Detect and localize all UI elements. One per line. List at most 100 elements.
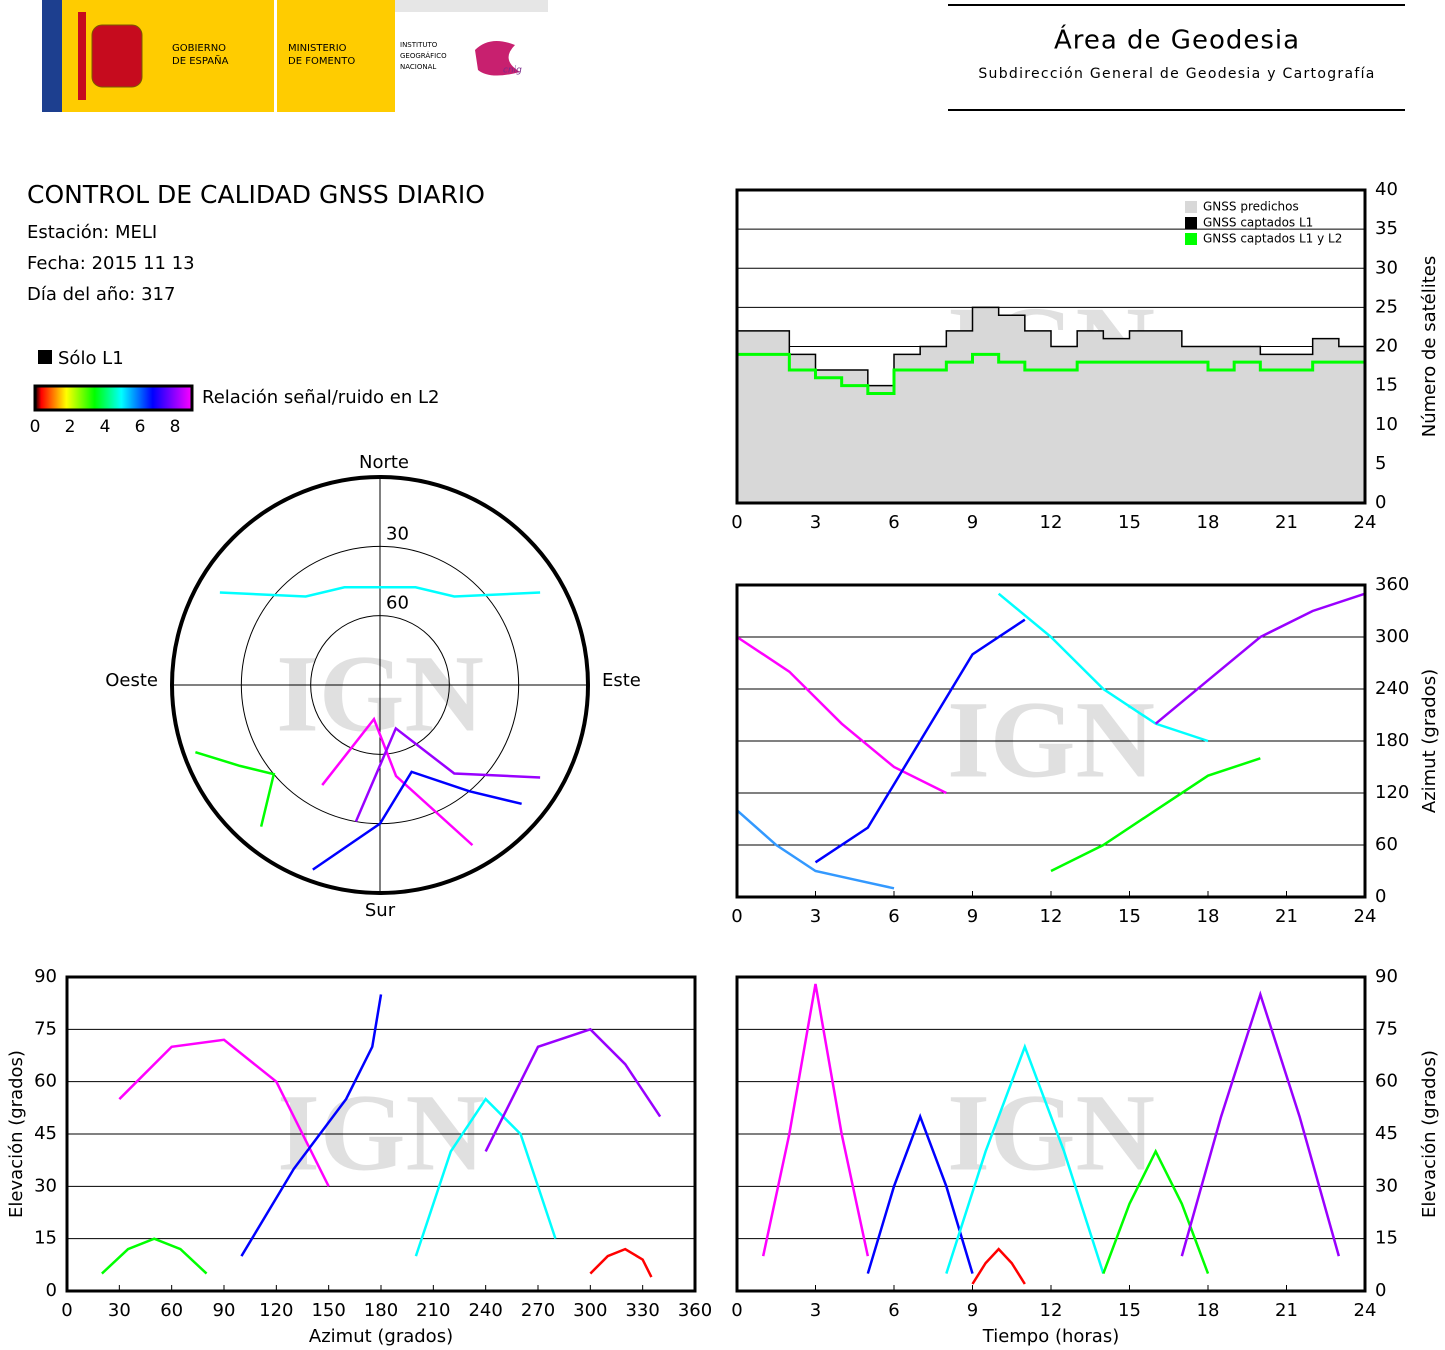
x-tick-label: 24 (1354, 512, 1377, 533)
y-tick-label: 35 (1375, 218, 1398, 239)
y-tick-label: 180 (1375, 730, 1409, 751)
y-axis-title: Azimut (grados) (1419, 669, 1440, 813)
legend-swatch (1185, 201, 1197, 213)
ministry-text: DE FOMENTO (288, 56, 355, 67)
track (118, 1038, 330, 1187)
legend-swatch (38, 350, 52, 364)
x-tick-label: 6 (888, 906, 899, 927)
plot-frame (65, 975, 697, 1293)
track (971, 1247, 1026, 1285)
y-tick-label: 60 (34, 1071, 57, 1092)
watermark: IGN (947, 1071, 1155, 1193)
track (195, 750, 276, 827)
flag-eu (42, 0, 62, 112)
y-tick-label: 30 (34, 1175, 57, 1196)
y-tick-label: 40 (1375, 179, 1398, 200)
direction-label: Sur (365, 900, 396, 921)
y-axis-title: Elevación (grados) (6, 1050, 27, 1218)
x-axis-title: Azimut (grados) (309, 1326, 453, 1347)
x-tick-label: 0 (61, 1300, 72, 1321)
y-tick-label: 360 (1375, 574, 1409, 595)
y-tick-label: 75 (1375, 1018, 1398, 1039)
track (997, 592, 1209, 743)
x-tick-label: 360 (678, 1300, 712, 1321)
ring-label: 30 (386, 523, 409, 544)
info-line: Fecha: 2015 11 13 (27, 253, 195, 274)
track (240, 994, 383, 1257)
x-tick-label: 12 (1040, 1300, 1063, 1321)
ring (310, 615, 450, 755)
x-tick-label: 240 (468, 1300, 502, 1321)
legend-label: Relación señal/ruido en L2 (202, 387, 439, 408)
x-tick-label: 0 (731, 512, 742, 533)
colorbar-tick: 2 (65, 417, 76, 437)
x-tick-label: 12 (1040, 512, 1063, 533)
colorbar-tick: 8 (170, 417, 181, 437)
x-tick-label: 9 (967, 512, 978, 533)
watermark: IGN (947, 678, 1155, 800)
direction-label: Oeste (105, 670, 158, 691)
x-tick-label: 15 (1118, 512, 1141, 533)
y-axis-title: Elevación (grados) (1419, 1050, 1440, 1218)
horizon (170, 475, 590, 895)
flag-es (78, 12, 86, 100)
x-tick-label: 150 (311, 1300, 345, 1321)
plot-frame (735, 975, 1367, 1293)
x-tick-label: 90 (213, 1300, 236, 1321)
track (312, 770, 522, 871)
x-tick-label: 3 (810, 1300, 821, 1321)
legend-swatch (1185, 217, 1197, 229)
track (321, 716, 474, 847)
ministry-text: MINISTERIO (288, 43, 347, 54)
ring-label: 60 (386, 593, 409, 614)
y-tick-label: 10 (1375, 414, 1398, 435)
legend-swatch (1185, 233, 1197, 245)
x-tick-label: 30 (108, 1300, 131, 1321)
x-tick-label: 210 (416, 1300, 450, 1321)
x-tick-label: 9 (967, 906, 978, 927)
x-tick-label: 21 (1275, 1300, 1298, 1321)
y-tick-label: 25 (1375, 296, 1398, 317)
x-tick-label: 60 (160, 1300, 183, 1321)
x-tick-label: 3 (810, 906, 821, 927)
x-tick-label: 3 (810, 512, 821, 533)
track (354, 726, 541, 823)
x-tick-label: 0 (731, 906, 742, 927)
y-tick-label: 60 (1375, 834, 1398, 855)
logo-band (395, 0, 548, 12)
x-tick-label: 21 (1275, 512, 1298, 533)
track (1180, 990, 1341, 1257)
y-tick-label: 15 (1375, 1228, 1398, 1249)
y-tick-label: 45 (34, 1123, 57, 1144)
y-tick-label: 90 (1375, 966, 1398, 987)
legend-label: GNSS captados L1 (1203, 216, 1313, 230)
series-line (737, 352, 1365, 395)
colorbar-tick: 6 (135, 417, 146, 437)
x-tick-label: 120 (259, 1300, 293, 1321)
x-tick-label: 180 (364, 1300, 398, 1321)
x-tick-label: 24 (1354, 1300, 1377, 1321)
legend-label: Sólo L1 (58, 348, 124, 369)
track (866, 1113, 974, 1274)
info: CONTROL DE CALIDAD GNSS DIARIO Estación:… (27, 180, 485, 310)
institute-text: GEOGRÁFICO (400, 51, 447, 60)
x-tick-label: 330 (625, 1300, 659, 1321)
logo-mark (475, 41, 520, 76)
y-tick-label: 60 (1375, 1071, 1398, 1092)
x-axis-title: Tiempo (horas) (982, 1326, 1120, 1347)
gov-text: GOBIERNO (172, 43, 226, 54)
y-tick-label: 240 (1375, 678, 1409, 699)
y-tick-label: 90 (34, 966, 57, 987)
x-tick-label: 270 (521, 1300, 555, 1321)
y-tick-label: 300 (1375, 626, 1409, 647)
x-tick-label: 18 (1197, 512, 1220, 533)
header-subtitle: Subdirección General de Geodesia y Carto… (978, 66, 1375, 82)
x-tick-label: 24 (1354, 906, 1377, 927)
track (101, 1237, 208, 1275)
y-tick-label: 20 (1375, 336, 1398, 357)
colorbar-tick: 0 (30, 417, 41, 437)
direction-label: Norte (359, 452, 409, 473)
y-tick-label: 75 (34, 1018, 57, 1039)
